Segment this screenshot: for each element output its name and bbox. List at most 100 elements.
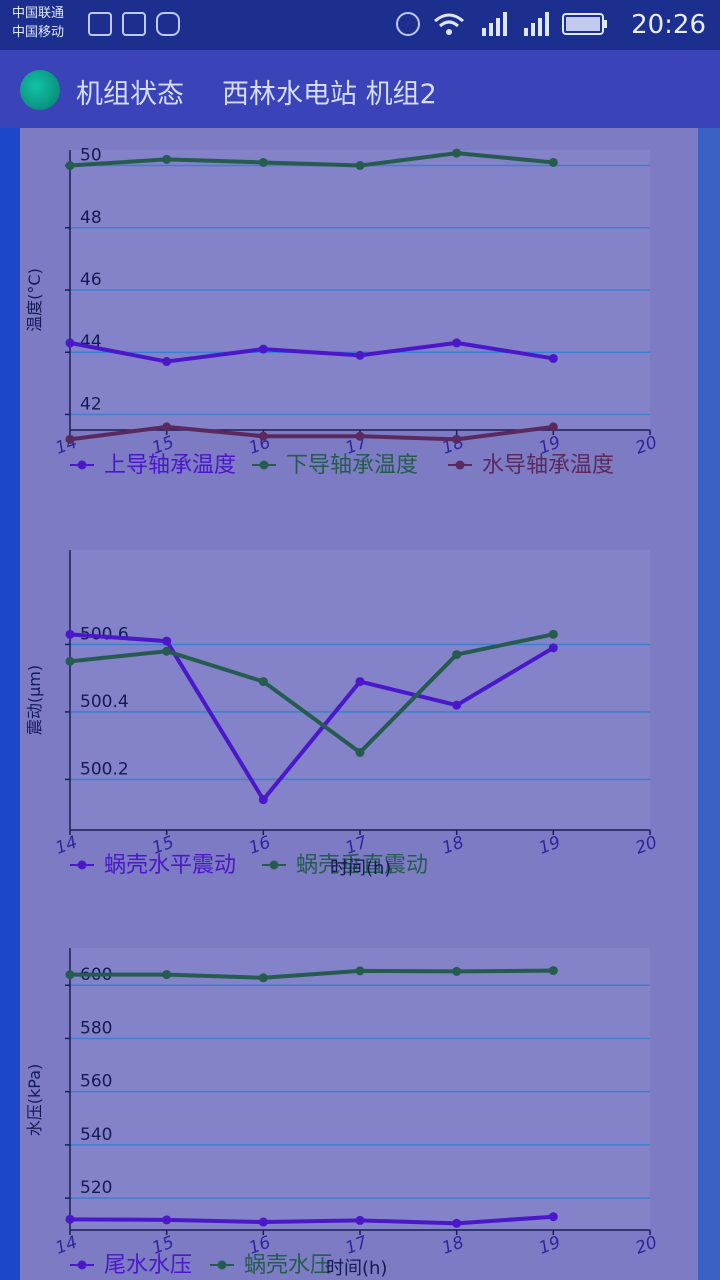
legend-marker [77,460,87,470]
y-axis-label: 温度(°C) [25,268,44,332]
battery-icon [562,13,607,35]
data-point [258,973,268,983]
plot-area [70,550,650,830]
status-bar: 中国联通 中国移动 20:26 [0,0,720,50]
legend-label: 上导轴承温度 [104,453,236,478]
data-point [355,966,365,976]
data-point [65,656,75,666]
data-point [452,148,462,158]
x-tick-label: 17 [343,1232,370,1258]
y-tick-label: 540 [80,1125,112,1145]
legend-marker [455,460,465,470]
data-point [65,161,75,171]
y-tick-label: 46 [80,270,102,290]
series-line [69,632,554,755]
signal-2g-icon [482,12,507,36]
x-tick-label: 20 [633,433,660,459]
series-line [70,968,554,980]
data-point [452,700,462,710]
app-icon [156,12,180,36]
legend-marker [259,460,269,470]
page-title: 机组状态 [76,79,184,110]
data-point [452,434,462,444]
data-point [548,966,558,976]
series-line [69,340,554,364]
data-point [258,431,268,441]
data-point [65,434,75,444]
left-edge-strip [0,128,20,1280]
y-tick-label: 500.2 [80,759,129,779]
legend-label: 水导轴承温度 [482,453,614,478]
data-point [162,1215,172,1225]
y-tick-label: 500.4 [80,692,129,712]
lock-icon [88,12,112,36]
carrier-info: 中国联通 中国移动 [12,4,64,42]
x-tick-label: 20 [633,1233,660,1259]
signal-4g-icon [524,12,549,36]
data-point [355,161,365,171]
x-tick-label: 19 [536,833,563,859]
legend-label: 蜗壳垂直震动 [296,853,428,878]
x-tick-label: 16 [246,832,273,858]
legend-label: 下导轴承温度 [286,453,418,478]
y-tick-label: 50 [80,146,102,166]
image-icon [122,12,146,36]
x-tick-label: 18 [440,832,467,858]
y-tick-label: 520 [80,1178,112,1198]
legend-marker [77,860,87,870]
data-point [162,357,172,367]
y-axis-label: 水压(kPa) [25,1064,44,1137]
station-unit-subtitle: 西林水电站 机组2 [222,79,437,110]
data-point [548,629,558,639]
series-line [69,151,554,168]
x-tick-label: 14 [53,433,80,459]
legend-marker [269,860,279,870]
data-point [452,338,462,348]
carrier-1: 中国联通 [12,6,65,21]
x-tick-label: 18 [440,432,467,458]
x-tick-label: 20 [633,833,660,859]
data-point [548,353,558,363]
data-point [162,422,172,432]
x-tick-label: 14 [53,833,80,859]
x-axis-label: 时间(h) [326,1258,387,1279]
series-line [69,632,555,802]
data-point [355,431,365,441]
data-point [355,747,365,757]
data-point [548,157,558,167]
series-line [69,424,554,442]
x-tick-label: 14 [53,1233,80,1259]
right-edge-strip [698,128,720,1280]
status-time: 20:26 [631,10,706,40]
data-point [258,677,268,687]
app-logo-icon[interactable] [20,70,60,110]
data-point [258,344,268,354]
data-point [548,1212,558,1222]
x-tick-label: 19 [536,1233,563,1259]
series-line [69,1214,554,1226]
data-point [452,650,462,660]
y-tick-label: 48 [80,208,102,228]
data-point [162,154,172,164]
data-point [355,1215,365,1225]
data-point [548,422,558,432]
data-point [162,646,172,656]
data-point [355,350,365,360]
data-point [452,966,462,976]
x-axis-label: 时间(h) [330,858,391,879]
y-tick-label: 42 [80,394,102,414]
y-axis-label: 震动(μm) [25,665,44,735]
legend-label: 尾水水压 [104,1253,192,1278]
legend-marker [217,1260,227,1270]
data-point [355,677,365,687]
data-point [258,795,268,805]
data-point [258,157,268,167]
data-point [548,643,558,653]
data-point [65,338,75,348]
legend-marker [77,1260,87,1270]
legend-label: 蜗壳水压 [244,1253,332,1278]
legend-label: 蜗壳水平震动 [104,853,236,878]
data-point [452,1218,462,1228]
data-point [65,970,75,980]
